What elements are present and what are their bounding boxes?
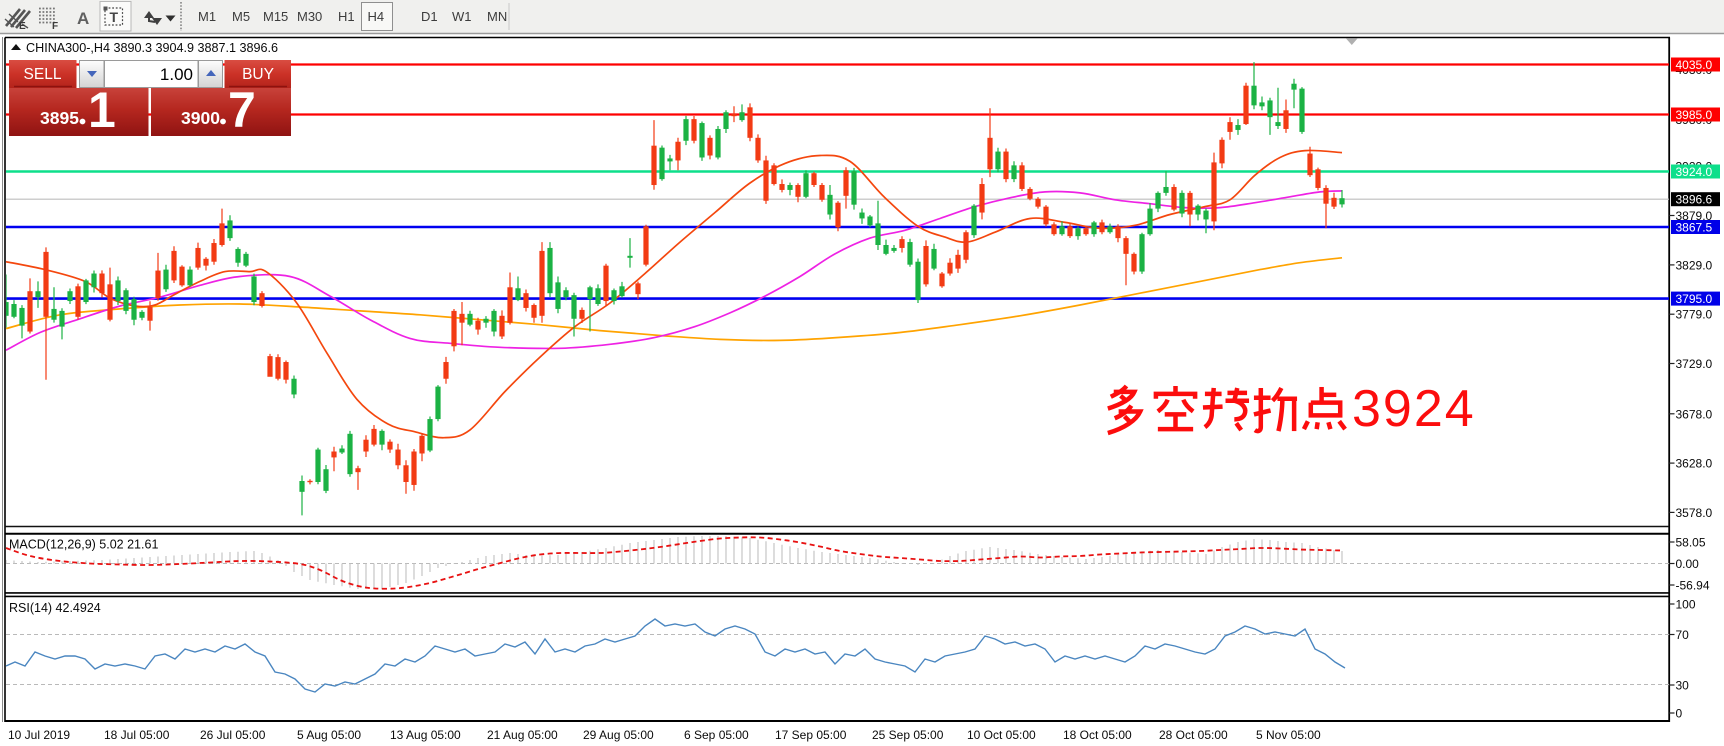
svg-text:3779.0: 3779.0 bbox=[1676, 308, 1713, 322]
svg-text:W1: W1 bbox=[452, 9, 472, 24]
svg-text:3678.0: 3678.0 bbox=[1676, 407, 1713, 421]
svg-text:1: 1 bbox=[88, 82, 116, 138]
svg-text:26 Jul 05:00: 26 Jul 05:00 bbox=[200, 728, 266, 742]
svg-text:0.00: 0.00 bbox=[1676, 557, 1700, 571]
svg-text:RSI(14) 42.4924: RSI(14) 42.4924 bbox=[9, 601, 101, 615]
svg-text:3829.0: 3829.0 bbox=[1676, 258, 1713, 272]
svg-text:25 Sep 05:00: 25 Sep 05:00 bbox=[872, 728, 944, 742]
svg-text:3628.0: 3628.0 bbox=[1676, 457, 1713, 471]
svg-text:6 Sep 05:00: 6 Sep 05:00 bbox=[684, 728, 749, 742]
svg-text:D1: D1 bbox=[421, 9, 438, 24]
svg-text:3924.0: 3924.0 bbox=[1676, 165, 1713, 179]
svg-text:18 Oct 05:00: 18 Oct 05:00 bbox=[1063, 728, 1132, 742]
svg-text:M30: M30 bbox=[297, 9, 322, 24]
svg-text:5 Nov 05:00: 5 Nov 05:00 bbox=[1256, 728, 1321, 742]
svg-text:M5: M5 bbox=[232, 9, 250, 24]
svg-text:3924: 3924 bbox=[1352, 380, 1476, 438]
svg-text:A: A bbox=[77, 9, 89, 28]
svg-text:BUY: BUY bbox=[242, 66, 274, 83]
svg-text:H4: H4 bbox=[368, 9, 385, 24]
svg-text:1.00: 1.00 bbox=[160, 65, 193, 84]
svg-text:28 Oct 05:00: 28 Oct 05:00 bbox=[1159, 728, 1228, 742]
svg-text:MACD(12,26,9) 5.02 21.61: MACD(12,26,9) 5.02 21.61 bbox=[9, 538, 158, 552]
svg-text:E: E bbox=[19, 21, 26, 32]
svg-text:3896.6: 3896.6 bbox=[1676, 193, 1713, 207]
svg-text:3895: 3895 bbox=[40, 108, 79, 128]
svg-text:F: F bbox=[52, 21, 58, 32]
svg-text:3867.5: 3867.5 bbox=[1676, 221, 1713, 235]
svg-text:10 Oct 05:00: 10 Oct 05:00 bbox=[967, 728, 1036, 742]
svg-text:13 Aug 05:00: 13 Aug 05:00 bbox=[390, 728, 461, 742]
svg-text:4035.0: 4035.0 bbox=[1676, 58, 1713, 72]
svg-text:0: 0 bbox=[1676, 707, 1683, 721]
svg-text:30: 30 bbox=[1676, 679, 1690, 693]
svg-text:-56.94: -56.94 bbox=[1676, 579, 1710, 593]
svg-text:3729.0: 3729.0 bbox=[1676, 357, 1713, 371]
svg-text:3900: 3900 bbox=[181, 108, 220, 128]
svg-text:3879.0: 3879.0 bbox=[1676, 209, 1713, 223]
svg-text:H1: H1 bbox=[338, 9, 355, 24]
svg-text:3578.0: 3578.0 bbox=[1676, 506, 1713, 520]
svg-text:70: 70 bbox=[1676, 628, 1690, 642]
svg-text:100: 100 bbox=[1676, 598, 1696, 612]
svg-text:CHINA300-,H4 3890.3 3904.9 38: CHINA300-,H4 3890.3 3904.9 3887.1 3896.6 bbox=[26, 41, 278, 55]
svg-text:58.05: 58.05 bbox=[1676, 536, 1706, 550]
svg-text:MN: MN bbox=[487, 9, 507, 24]
svg-text:M15: M15 bbox=[263, 9, 288, 24]
svg-text:3795.0: 3795.0 bbox=[1676, 292, 1713, 306]
svg-text:21 Aug 05:00: 21 Aug 05:00 bbox=[487, 728, 558, 742]
svg-text:SELL: SELL bbox=[24, 66, 62, 83]
svg-text:18 Jul 05:00: 18 Jul 05:00 bbox=[104, 728, 170, 742]
svg-text:M1: M1 bbox=[198, 9, 216, 24]
svg-text:7: 7 bbox=[228, 82, 256, 138]
svg-text:10 Jul 2019: 10 Jul 2019 bbox=[8, 728, 70, 742]
svg-text:17 Sep 05:00: 17 Sep 05:00 bbox=[775, 728, 847, 742]
svg-text:5 Aug 05:00: 5 Aug 05:00 bbox=[297, 728, 361, 742]
svg-text:3985.0: 3985.0 bbox=[1676, 108, 1713, 122]
svg-text:29 Aug 05:00: 29 Aug 05:00 bbox=[583, 728, 654, 742]
svg-text:T: T bbox=[110, 9, 119, 25]
